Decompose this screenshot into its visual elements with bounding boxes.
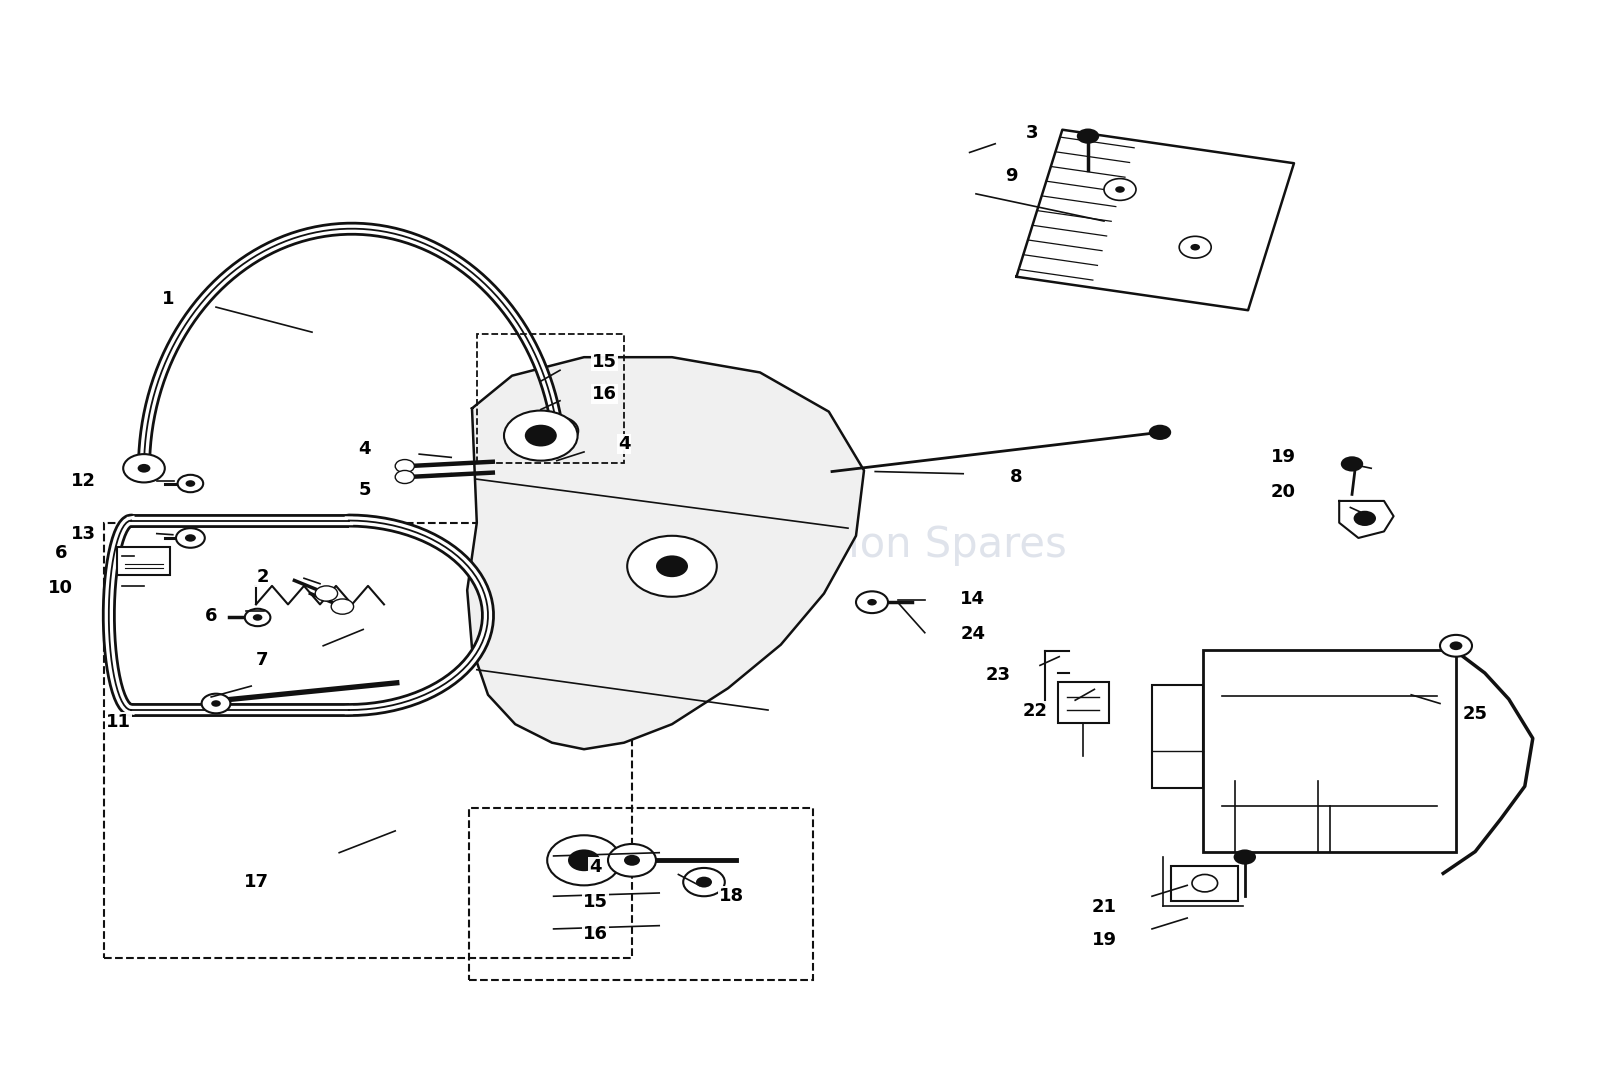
Text: 17: 17 — [243, 873, 269, 891]
Circle shape — [1077, 129, 1099, 144]
Circle shape — [1115, 186, 1125, 193]
Circle shape — [1104, 179, 1136, 200]
Text: 18: 18 — [718, 888, 744, 905]
Circle shape — [1149, 425, 1171, 440]
Text: 2: 2 — [256, 568, 269, 586]
Circle shape — [1341, 456, 1363, 472]
Bar — [1203, 650, 1456, 852]
Circle shape — [536, 417, 578, 445]
Circle shape — [1354, 511, 1376, 526]
Circle shape — [547, 835, 621, 885]
Text: 8: 8 — [1010, 468, 1022, 486]
Text: Powered by Vision Spares: Powered by Vision Spares — [533, 524, 1067, 565]
Text: 12: 12 — [70, 473, 96, 490]
Text: 23: 23 — [986, 666, 1011, 684]
Circle shape — [856, 591, 888, 613]
Text: 6: 6 — [205, 608, 218, 625]
Text: 5: 5 — [358, 481, 371, 499]
Text: 16: 16 — [592, 386, 618, 403]
Circle shape — [395, 470, 414, 484]
Bar — [1058, 682, 1109, 723]
Circle shape — [211, 700, 221, 707]
Text: 1: 1 — [162, 291, 174, 308]
Text: 7: 7 — [256, 651, 269, 669]
Text: 10: 10 — [48, 579, 74, 597]
Text: 19: 19 — [1270, 449, 1296, 466]
Text: 13: 13 — [70, 525, 96, 542]
Text: 14: 14 — [960, 590, 986, 608]
Text: 4: 4 — [358, 440, 371, 457]
Circle shape — [624, 855, 640, 866]
Circle shape — [627, 536, 717, 597]
Circle shape — [504, 411, 578, 461]
Circle shape — [331, 599, 354, 614]
Circle shape — [178, 475, 203, 492]
Circle shape — [1234, 849, 1256, 865]
Bar — [117, 547, 170, 575]
Text: 24: 24 — [960, 625, 986, 643]
Circle shape — [608, 844, 656, 877]
Circle shape — [202, 694, 230, 713]
Circle shape — [1190, 244, 1200, 250]
Text: 22: 22 — [1022, 702, 1048, 720]
Text: 20: 20 — [1270, 484, 1296, 501]
Text: 16: 16 — [582, 926, 608, 943]
Circle shape — [315, 586, 338, 601]
Bar — [469, 808, 813, 980]
Circle shape — [1179, 236, 1211, 258]
Text: 15: 15 — [592, 353, 618, 370]
Text: 6: 6 — [54, 544, 67, 562]
Circle shape — [176, 528, 205, 548]
Circle shape — [1450, 641, 1462, 650]
Text: 3: 3 — [1026, 124, 1038, 142]
Circle shape — [696, 877, 712, 888]
Bar — [477, 334, 624, 463]
Text: 15: 15 — [582, 893, 608, 910]
Text: 25: 25 — [1462, 706, 1488, 723]
Circle shape — [1192, 874, 1218, 892]
Text: 9: 9 — [1005, 168, 1018, 185]
Polygon shape — [1339, 501, 1394, 538]
Text: 4: 4 — [589, 858, 602, 876]
Bar — [1152, 685, 1203, 788]
Circle shape — [683, 868, 725, 896]
Bar — [1171, 866, 1238, 901]
Text: 11: 11 — [106, 713, 131, 731]
Circle shape — [245, 609, 270, 626]
Text: 21: 21 — [1091, 898, 1117, 916]
Polygon shape — [467, 357, 864, 749]
Circle shape — [138, 464, 150, 473]
Circle shape — [186, 480, 195, 487]
Circle shape — [550, 427, 563, 436]
Circle shape — [253, 614, 262, 621]
Circle shape — [568, 849, 600, 871]
Circle shape — [867, 599, 877, 605]
Circle shape — [186, 535, 195, 541]
Polygon shape — [1016, 130, 1294, 310]
Circle shape — [395, 460, 414, 473]
Circle shape — [1440, 635, 1472, 657]
Bar — [104, 523, 632, 958]
Text: 19: 19 — [1091, 931, 1117, 949]
Circle shape — [525, 425, 557, 446]
Text: 4: 4 — [618, 436, 630, 453]
Circle shape — [656, 555, 688, 577]
Circle shape — [123, 454, 165, 482]
